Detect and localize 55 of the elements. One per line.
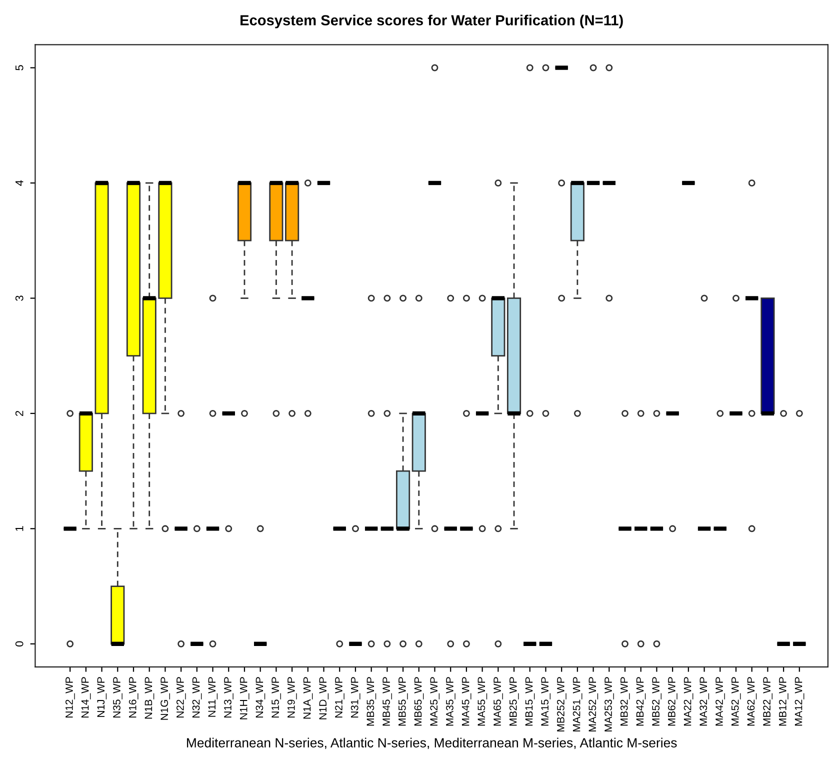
y-tick-label: 3 bbox=[15, 296, 24, 301]
x-tick-label: MA22_WP bbox=[684, 677, 694, 726]
x-axis-title: Mediterranean N-series, Atlantic N-series, Mediterranean M-series, Atlantic M-series bbox=[187, 738, 677, 750]
y-tick-label: 4 bbox=[16, 180, 24, 186]
x-tick-label: MB45_WP bbox=[382, 677, 392, 726]
x-tick-label: MB25_WP bbox=[509, 677, 519, 726]
x-tick-label: N1D_WP bbox=[319, 677, 329, 720]
x-tick-label: MB42_WP bbox=[636, 677, 646, 726]
x-tick-label: MB55_WP bbox=[398, 677, 408, 726]
x-tick-label: N32_WP bbox=[192, 677, 202, 718]
x-tick-label: N1A_WP bbox=[303, 677, 313, 719]
x-tick-label: N21_WP bbox=[335, 677, 344, 718]
x-tick-label: MB62_WP bbox=[668, 677, 678, 726]
x-tick-label: MB35_WP bbox=[366, 677, 376, 726]
x-tick-label: MA52_WP bbox=[731, 677, 741, 726]
y-tick-label: 5 bbox=[16, 65, 24, 70]
x-tick-label: MA251_WP bbox=[572, 677, 582, 732]
x-tick-label: MB52_WP bbox=[652, 677, 662, 726]
x-tick-label: N31_WP bbox=[350, 677, 360, 718]
x-tick-label: MA55_WP bbox=[478, 677, 488, 726]
y-tick-label: 2 bbox=[15, 410, 24, 416]
x-tick-label: MB12_WP bbox=[778, 677, 788, 726]
x-tick-label: MA252_WP bbox=[588, 677, 598, 732]
x-tick-label: N22_WP bbox=[176, 677, 186, 718]
x-tick-label: MB252_WP bbox=[557, 677, 566, 732]
x-tick-label: N11_WP bbox=[208, 677, 218, 717]
x-tick-label: N34_WP bbox=[256, 677, 266, 718]
x-tick-label: N16_WP bbox=[128, 677, 138, 718]
x-tick-label: MA15_WP bbox=[541, 677, 550, 726]
x-tick-label: MB32_WP bbox=[620, 677, 630, 726]
chart-title: Ecosystem Service scores for Water Purification (N=11) bbox=[240, 14, 623, 28]
x-tick-label: MB22_WP bbox=[763, 677, 772, 726]
x-tick-label: N19_WP bbox=[287, 677, 297, 718]
x-tick-label: MA45_WP bbox=[462, 677, 472, 726]
x-tick-label: N15_WP bbox=[272, 677, 281, 718]
y-tick-label: 1 bbox=[16, 526, 24, 531]
x-tick-label: MB65_WP bbox=[414, 677, 424, 726]
x-tick-label: N1H_WP bbox=[240, 677, 250, 720]
x-tick-label: N12_WP bbox=[65, 677, 75, 718]
x-tick-label: N13_WP bbox=[224, 677, 234, 718]
x-tick-label: N1G_WP bbox=[160, 677, 170, 720]
x-tick-label: N1B_WP bbox=[144, 677, 154, 719]
x-tick-label: MA65_WP bbox=[494, 677, 503, 726]
x-tick-label: MB15_WP bbox=[525, 677, 535, 726]
x-tick-label: MA35_WP bbox=[446, 677, 456, 726]
x-tick-label: MA253_WP bbox=[604, 677, 614, 732]
x-tick-label: MA25_WP bbox=[430, 677, 440, 726]
x-tick-label: MA12_WP bbox=[794, 677, 804, 726]
x-tick-label: N35_WP bbox=[113, 677, 122, 718]
x-tick-label: MA32_WP bbox=[700, 677, 710, 726]
x-tick-label: MA62_WP bbox=[747, 677, 757, 726]
x-tick-label: MA42_WP bbox=[716, 677, 725, 726]
x-tick-label: N1J_WP bbox=[97, 677, 107, 717]
y-tick-label: 0 bbox=[15, 641, 24, 647]
x-tick-label: N14_WP bbox=[81, 677, 91, 718]
